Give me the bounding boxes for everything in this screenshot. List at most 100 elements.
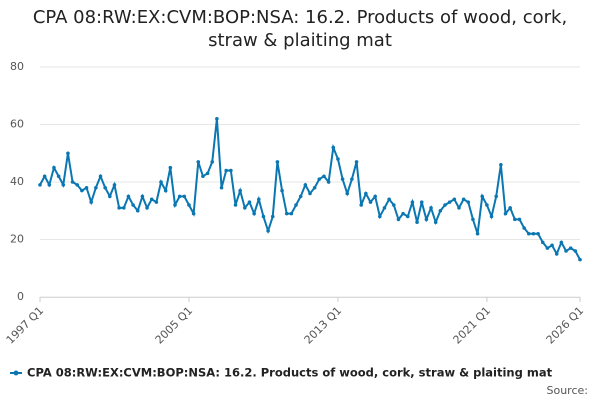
series-line: [39, 118, 581, 261]
data-point: [336, 157, 340, 161]
data-point: [42, 174, 47, 179]
source: Source:: [547, 384, 589, 397]
data-point: [66, 151, 70, 156]
data-point: [391, 203, 396, 207]
data-point: [559, 240, 564, 245]
data-point: [312, 185, 317, 190]
data-point: [443, 203, 447, 207]
data-point: [275, 160, 280, 164]
data-point: [573, 249, 578, 253]
data-point: [121, 206, 126, 210]
data-point: [401, 211, 405, 216]
data-point: [461, 197, 466, 202]
data-point: [238, 188, 242, 193]
data-point: [485, 203, 489, 207]
data-point: [205, 171, 210, 176]
data-point: [522, 226, 526, 230]
x-tick-label: 2021 Q1: [451, 304, 494, 347]
data-point: [578, 257, 582, 262]
data-point: [410, 200, 415, 204]
data-point: [540, 240, 545, 245]
data-point: [568, 246, 573, 250]
data-point: [308, 191, 312, 196]
x-tick-label: 2013 Q1: [302, 304, 345, 347]
data-point: [526, 231, 531, 236]
data-point: [98, 174, 103, 179]
data-point: [182, 194, 187, 199]
data-point: [513, 217, 517, 222]
data-point: [173, 203, 177, 207]
data-point: [94, 185, 98, 190]
data-point: [429, 206, 433, 210]
data-point: [75, 183, 80, 187]
y-tick-label: 80: [10, 60, 24, 73]
data-point: [364, 191, 368, 196]
data-point: [494, 194, 499, 199]
data-point: [201, 174, 205, 179]
data-point: [261, 214, 266, 219]
data-point: [489, 214, 494, 219]
data-point: [536, 231, 540, 236]
data-point: [52, 165, 56, 170]
data-point: [117, 206, 121, 210]
data-point: [298, 194, 303, 199]
chart-title: CPA 08:RW:EX:CVM:BOP:NSA: 16.2. Products…: [32, 7, 568, 51]
data-point: [373, 194, 377, 199]
data-point: [266, 229, 270, 233]
data-point: [382, 206, 387, 210]
data-point: [405, 214, 410, 219]
data-point: [215, 116, 219, 121]
data-point: [84, 185, 89, 190]
data-point: [280, 188, 284, 193]
data-point: [499, 162, 503, 167]
data-point: [447, 200, 452, 204]
data-point: [457, 206, 461, 210]
data-point: [112, 183, 117, 187]
data-point: [354, 160, 359, 164]
data-point: [303, 183, 308, 187]
data-point: [387, 197, 391, 202]
data-point: [475, 231, 480, 236]
data-point: [126, 194, 131, 199]
data-point: [229, 168, 233, 173]
data-point: [149, 197, 154, 202]
data-point: [135, 208, 140, 213]
data-point: [163, 188, 168, 193]
data-point: [350, 177, 354, 181]
data-point: [438, 208, 443, 213]
data-point: [80, 188, 84, 193]
data-point: [252, 211, 256, 216]
data-point: [368, 200, 373, 204]
data-point: [289, 211, 294, 216]
x-tick-label: 1997 Q1: [4, 304, 47, 347]
data-point: [70, 180, 75, 184]
data-point: [61, 183, 66, 187]
data-point: [159, 180, 163, 184]
data-point: [452, 197, 457, 202]
data-point: [56, 174, 61, 179]
data-point: [322, 174, 326, 179]
data-point: [550, 243, 554, 248]
data-point: [564, 249, 568, 253]
data-point: [415, 220, 419, 225]
data-point: [471, 217, 475, 222]
data-point: [396, 217, 401, 222]
data-point: [89, 200, 94, 204]
data-point: [191, 211, 196, 216]
data-point: [531, 231, 536, 236]
data-point: [424, 217, 429, 222]
data-point: [378, 214, 382, 219]
legend-label: CPA 08:RW:EX:CVM:BOP:NSA: 16.2. Products…: [27, 366, 553, 380]
data-point: [294, 203, 298, 207]
data-point: [168, 165, 173, 170]
data-point: [219, 185, 224, 190]
legend-marker: [13, 370, 19, 376]
y-tick-label: 60: [10, 118, 24, 131]
data-point: [154, 200, 159, 204]
data-point: [233, 203, 238, 207]
x-tick-label: 2005 Q1: [153, 304, 196, 347]
data-point: [145, 206, 149, 210]
data-point: [103, 185, 107, 190]
y-tick-label: 20: [10, 233, 24, 246]
